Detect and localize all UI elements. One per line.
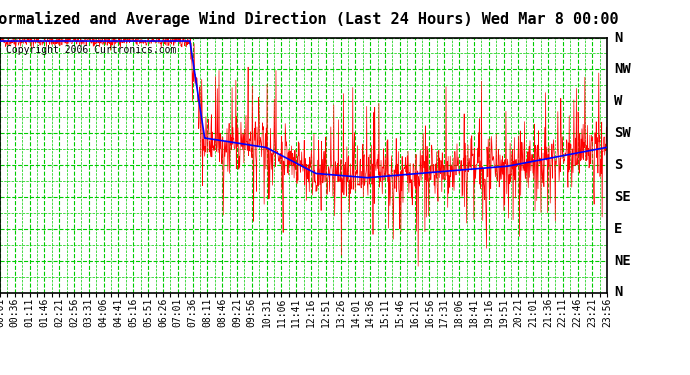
Text: E: E (614, 222, 622, 236)
Text: Normalized and Average Wind Direction (Last 24 Hours) Wed Mar 8 00:00: Normalized and Average Wind Direction (L… (0, 11, 618, 27)
Text: NE: NE (614, 254, 631, 268)
Text: Copyright 2006 Curtronics.com: Copyright 2006 Curtronics.com (6, 45, 177, 55)
Text: S: S (614, 158, 622, 172)
Text: N: N (614, 285, 622, 300)
Text: NW: NW (614, 62, 631, 76)
Text: N: N (614, 30, 622, 45)
Text: W: W (614, 94, 622, 108)
Text: SE: SE (614, 190, 631, 204)
Text: SW: SW (614, 126, 631, 140)
